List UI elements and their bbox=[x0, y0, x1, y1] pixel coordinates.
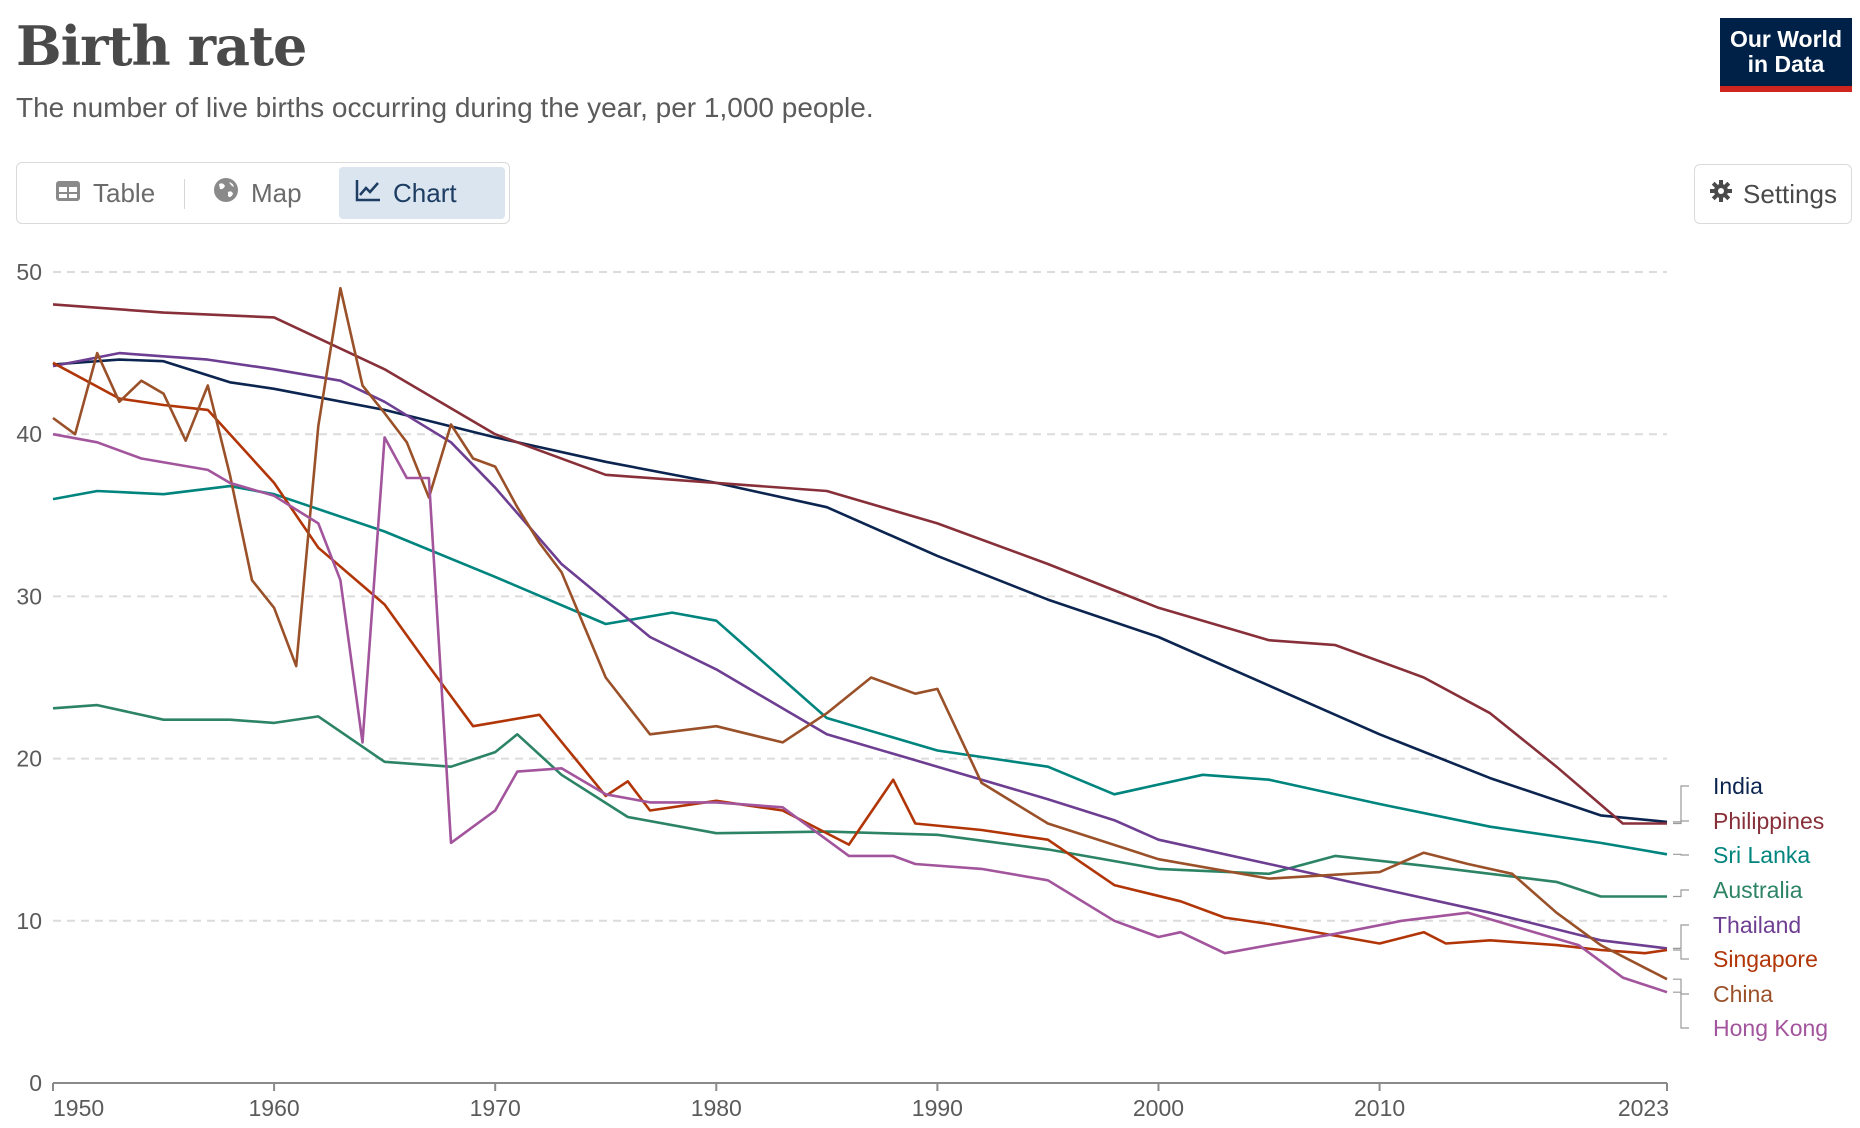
series-label: Sri Lanka bbox=[1713, 842, 1810, 868]
settings-button[interactable]: Settings bbox=[1694, 164, 1852, 224]
label-connector bbox=[1673, 785, 1689, 823]
x-tick-label: 1960 bbox=[249, 1095, 300, 1121]
gear-icon bbox=[1709, 179, 1733, 210]
y-tick-label: 50 bbox=[16, 259, 42, 285]
x-tick-label: 1970 bbox=[470, 1095, 521, 1121]
globe-icon bbox=[213, 177, 239, 210]
x-tick-label: 2023 bbox=[1618, 1095, 1669, 1121]
x-tick-label: 2010 bbox=[1354, 1095, 1405, 1121]
series-line[interactable] bbox=[52, 703, 1667, 898]
tab-map-label: Map bbox=[251, 177, 302, 208]
tab-table-label: Table bbox=[93, 177, 156, 208]
series-label: Philippines bbox=[1713, 808, 1824, 834]
line-chart-icon bbox=[355, 178, 381, 209]
label-connector bbox=[1673, 889, 1689, 898]
axes: 0 10 20 30 40 50 1950 1960 1970 1980 1990 2000 2010 2… bbox=[16, 259, 1669, 1121]
y-tick-label: 10 bbox=[16, 908, 42, 934]
tab-map[interactable]: Map bbox=[197, 167, 318, 219]
series-line[interactable] bbox=[52, 432, 1668, 994]
series-label: China bbox=[1713, 981, 1773, 1007]
y-tick-label: 30 bbox=[16, 583, 42, 609]
series-label: Australia bbox=[1713, 877, 1803, 903]
page-subtitle: The number of live births occurring duri… bbox=[16, 92, 874, 123]
y-tick-label: 20 bbox=[16, 746, 42, 772]
series-line[interactable] bbox=[52, 351, 1668, 950]
table-icon bbox=[55, 178, 81, 209]
label-connector bbox=[1673, 978, 1689, 995]
series-label: Thailand bbox=[1713, 912, 1801, 938]
series-line[interactable] bbox=[52, 303, 1667, 825]
y-tick-label: 0 bbox=[29, 1070, 42, 1096]
series-label: India bbox=[1713, 773, 1763, 799]
label-connector bbox=[1673, 820, 1689, 825]
label-connector bbox=[1673, 991, 1689, 1029]
logo-line-2: in Data bbox=[1747, 51, 1825, 77]
view-tabs: Table Map Chart bbox=[16, 162, 510, 224]
series-line[interactable] bbox=[52, 361, 1668, 955]
label-connector bbox=[1673, 949, 1689, 960]
series-label: Hong Kong bbox=[1713, 1015, 1828, 1041]
series-line[interactable] bbox=[52, 358, 1668, 824]
series-line[interactable] bbox=[52, 484, 1668, 856]
series-labels: India Philippines Sri Lanka Australia Thaila… bbox=[1673, 773, 1828, 1041]
x-tick-label: 1980 bbox=[691, 1095, 742, 1121]
tab-divider bbox=[184, 179, 185, 209]
page-title: Birth rate bbox=[16, 14, 307, 78]
grid-lines bbox=[53, 271, 1667, 922]
logo-line-1: Our World bbox=[1729, 26, 1842, 52]
series-lines bbox=[52, 286, 1668, 994]
tab-chart[interactable]: Chart bbox=[339, 167, 505, 219]
settings-label: Settings bbox=[1743, 178, 1837, 209]
series-line[interactable] bbox=[52, 286, 1668, 981]
y-tick-label: 40 bbox=[16, 421, 42, 447]
x-tick-label: 2000 bbox=[1133, 1095, 1184, 1121]
label-connector bbox=[1673, 853, 1689, 856]
tab-table[interactable]: Table bbox=[39, 167, 171, 219]
tab-chart-label: Chart bbox=[393, 177, 457, 208]
label-connector bbox=[1673, 924, 1689, 949]
series-label: Singapore bbox=[1713, 946, 1818, 972]
x-tick-label: 1990 bbox=[912, 1095, 963, 1121]
x-tick-label: 1950 bbox=[53, 1095, 104, 1121]
owid-logo[interactable]: Our World in Data bbox=[1720, 18, 1852, 92]
